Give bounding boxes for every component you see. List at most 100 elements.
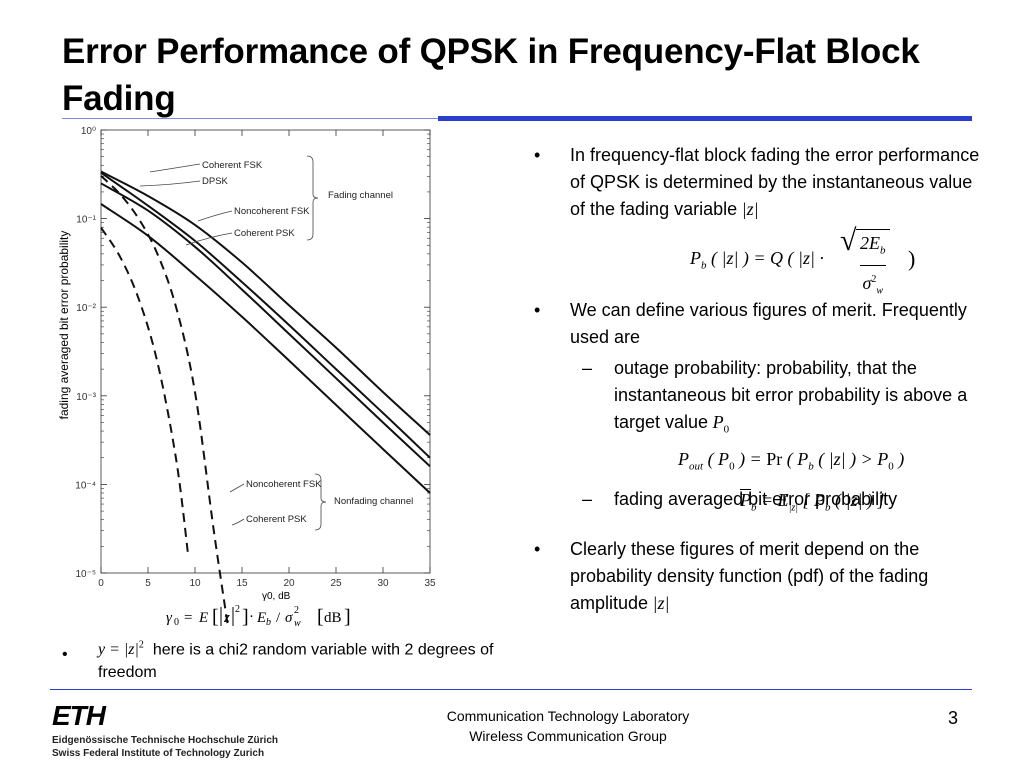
page-number: 3 bbox=[948, 708, 959, 728]
x-tick-label: 5 bbox=[145, 578, 151, 589]
svg-text:/: / bbox=[276, 610, 281, 626]
bullet-item: • Clearly these figures of merit depend … bbox=[534, 536, 984, 617]
title-underline-thin bbox=[62, 118, 438, 119]
gamma0-equation: γ 0 = E [ z 2 ] · E b / σ 2 w [ dB ] bbox=[166, 604, 351, 629]
bullet-text: In frequency-flat block fading the error… bbox=[570, 145, 980, 219]
svg-text:·: · bbox=[249, 609, 254, 625]
pb-bar-formula: Pb = E|z| [ Pb ( |z| ) ] bbox=[740, 490, 885, 514]
chart-annotation-label: Coherent FSK bbox=[202, 160, 263, 171]
annotation-leader bbox=[149, 163, 201, 173]
bullet-dot: • bbox=[62, 646, 68, 663]
series-solid-coherent-psk bbox=[100, 203, 431, 494]
annotation-leader bbox=[229, 483, 245, 493]
pout-formula: Pout ( P0 ) = Pr ( Pb ( |z| ) > P0 ) bbox=[678, 448, 905, 473]
chart-annotation-label: DPSK bbox=[202, 176, 229, 187]
annotation-leader bbox=[185, 232, 233, 246]
series-dashed-noncoherent-fsk bbox=[100, 175, 229, 627]
bullet-dot: • bbox=[534, 538, 541, 559]
chart-series-group bbox=[100, 170, 431, 627]
chart-axes: 0 5 10 15 20 25 30 35 10⁰ 10⁻¹ 10⁻² 10⁻³ 10⁻⁴ 10⁻⁵ bbox=[75, 126, 436, 589]
sub-bullet-item: – fading averaged bit error probability bbox=[534, 486, 984, 513]
plot-frame bbox=[100, 129, 431, 574]
annotation-leader bbox=[231, 518, 245, 526]
footer-line1: Communication Technology Laboratory bbox=[446, 708, 690, 724]
x-tick-label: 25 bbox=[330, 578, 342, 589]
svg-text:0: 0 bbox=[174, 617, 179, 628]
series-solid-coherent-fsk bbox=[100, 170, 431, 436]
svg-text:γ: γ bbox=[166, 610, 173, 626]
inline-math-abs-z: |z| bbox=[648, 592, 670, 613]
svg-text:E: E bbox=[256, 610, 266, 626]
x-tick-label: 35 bbox=[424, 578, 436, 589]
pb-formula: Pb ( |z| ) = Q ( |z| · √ 2Eb σ2w ) bbox=[690, 226, 984, 297]
chart-annotation-label: Fading channel bbox=[328, 190, 393, 201]
svg-text:b: b bbox=[266, 617, 271, 628]
sub-bullet-dash: – bbox=[582, 358, 593, 378]
svg-text:]: ] bbox=[344, 606, 351, 628]
eth-logo-line2: Swiss Federal Institute of Technology Zu… bbox=[52, 748, 265, 759]
slide-title: Error Performance of QPSK in Frequency-F… bbox=[62, 32, 920, 118]
x-axis-label: γ0, dB bbox=[262, 591, 291, 602]
eth-logo-line1: Eidgenössische Technische Hochschule Zür… bbox=[52, 735, 278, 746]
annotation-brace bbox=[314, 473, 327, 531]
y-tick-label: 10⁻⁴ bbox=[75, 480, 96, 491]
y-axis-label: fading averaged bit error probability bbox=[57, 231, 71, 420]
svg-text:2: 2 bbox=[294, 605, 299, 616]
chart-annotation-label: Nonfading channel bbox=[334, 496, 413, 507]
svg-text:σ: σ bbox=[285, 610, 293, 626]
x-tick-label: 0 bbox=[98, 578, 104, 589]
chart-annotation-label: Noncoherent FSK bbox=[234, 206, 310, 217]
chart-annotation-label: Noncoherent FSK bbox=[246, 479, 322, 490]
y-tick-label: 10⁻² bbox=[76, 303, 96, 314]
x-tick-label: 10 bbox=[189, 578, 201, 589]
bullet-dot: • bbox=[534, 300, 541, 320]
svg-text:[: [ bbox=[212, 606, 219, 628]
svg-text:w: w bbox=[294, 618, 301, 629]
svg-text:dB: dB bbox=[324, 610, 342, 626]
eth-logo-mark: ETH bbox=[52, 700, 106, 731]
x-tick-label: 20 bbox=[283, 578, 295, 589]
y-tick-label: 10⁻¹ bbox=[76, 215, 96, 226]
bullet-text: We can define various figures of merit. … bbox=[570, 300, 967, 347]
y-tick-label: 10⁻³ bbox=[76, 392, 96, 403]
bullet-item: • We can define various figures of merit… bbox=[534, 297, 984, 351]
sub-bullet-item: – outage probability: probability, that … bbox=[534, 355, 984, 444]
inline-math-p0: P0 bbox=[708, 412, 730, 436]
eth-logo: ETH Eidgenössische Technische Hochschule… bbox=[52, 702, 292, 760]
x-tick-label: 15 bbox=[236, 578, 248, 589]
series-dashed-coherent-psk bbox=[100, 227, 190, 558]
series-solid-dpsk bbox=[100, 182, 431, 468]
inline-math-abs-z: |z| bbox=[737, 199, 759, 219]
chart-annotations: Coherent FSK DPSK Noncoherent FSK Coherent … bbox=[139, 155, 413, 531]
footer-affiliation: Communication Technology Laboratory Wire… bbox=[380, 706, 756, 746]
left-bullet: • y = |z|2 here is a chi2 random variabl… bbox=[62, 634, 502, 684]
bullet-item: • In frequency-flat block fading the err… bbox=[534, 142, 984, 223]
y-tick-label: 10⁰ bbox=[81, 126, 96, 137]
bullet-dot: • bbox=[534, 145, 541, 165]
svg-text:z: z bbox=[223, 610, 230, 626]
sub-bullet-dash: – bbox=[582, 489, 593, 510]
sub-bullet-text: outage probability: probability, that th… bbox=[614, 358, 968, 432]
title-underline bbox=[438, 116, 972, 121]
chart-annotation-label: Coherent PSK bbox=[246, 514, 307, 525]
x-tick-label: 30 bbox=[377, 578, 389, 589]
svg-text:[: [ bbox=[317, 606, 324, 628]
chart-annotation-label: Coherent PSK bbox=[234, 228, 295, 239]
svg-text:E: E bbox=[198, 610, 208, 626]
annotation-brace bbox=[306, 155, 319, 241]
y-tick-label: 10⁻⁵ bbox=[75, 569, 96, 580]
y-equals-z-squared: y = |z|2 bbox=[98, 640, 144, 659]
footer-line2: Wireless Communication Group bbox=[469, 728, 667, 744]
right-bullet-list: • In frequency-flat block fading the err… bbox=[534, 142, 984, 617]
series-solid-noncoherent-fsk bbox=[100, 171, 431, 459]
svg-text:]: ] bbox=[242, 606, 249, 628]
svg-text:=: = bbox=[184, 610, 192, 626]
annotation-leader bbox=[139, 180, 201, 187]
svg-text:2: 2 bbox=[235, 604, 240, 615]
sub-bullet-text: fading averaged bit error probability bbox=[614, 489, 898, 510]
bullet-text: Clearly these figures of merit depend on… bbox=[570, 538, 929, 613]
annotation-leader bbox=[197, 210, 233, 222]
footer-rule bbox=[50, 689, 972, 690]
left-bullet-text: here is a chi2 random variable with 2 de… bbox=[98, 641, 494, 682]
